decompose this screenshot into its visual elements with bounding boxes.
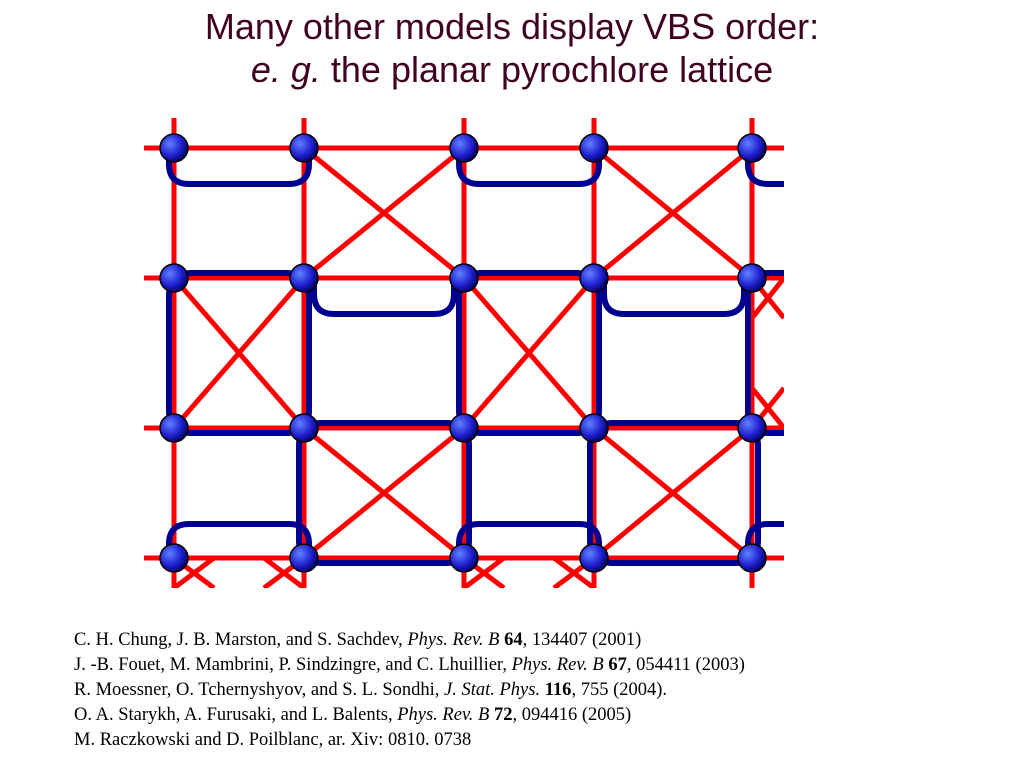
citation-line: J. -B. Fouet, M. Mambrini, P. Sindzingre… <box>74 653 745 678</box>
citation-line: O. A. Starykh, A. Furusaki, and L. Balen… <box>74 703 745 728</box>
citation-line: C. H. Chung, J. B. Marston, and S. Sachd… <box>74 628 745 653</box>
lattice-diagram <box>144 118 784 588</box>
citation-line: R. Moessner, O. Tchernyshyov, and S. L. … <box>74 678 745 703</box>
slide-title-line1: Many other models display VBS order: <box>0 0 1024 49</box>
citations-block: C. H. Chung, J. B. Marston, and S. Sachd… <box>74 628 745 753</box>
slide-title-line2: e. g. the planar pyrochlore lattice <box>0 49 1024 91</box>
citation-line: M. Raczkowski and D. Poilblanc, ar. Xiv:… <box>74 728 745 753</box>
